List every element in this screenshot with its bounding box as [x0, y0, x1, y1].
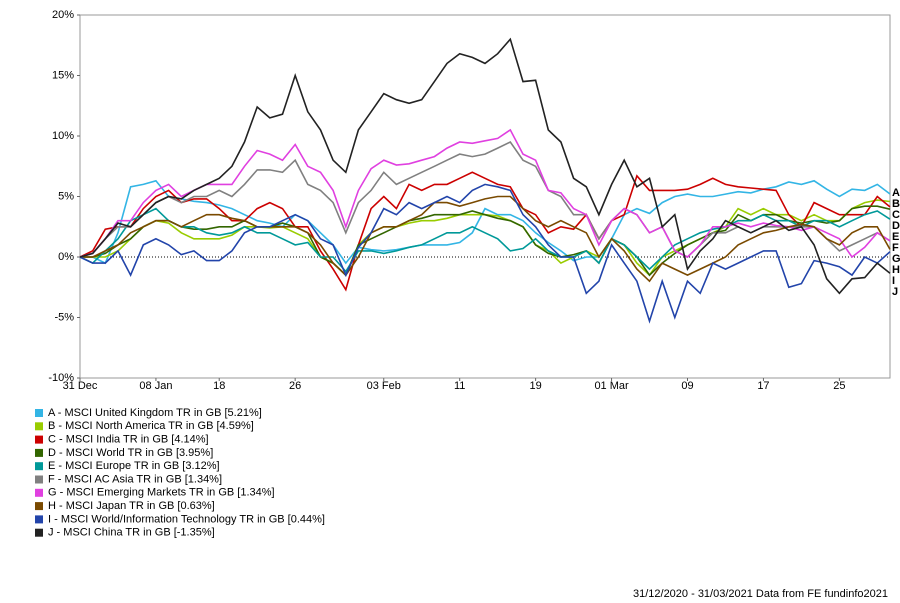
end-label: J [892, 286, 898, 298]
legend-label: H - MSCI Japan TR in GB [0.63%] [48, 500, 215, 512]
legend-swatch [35, 409, 43, 417]
series-line [79, 171, 891, 292]
legend-label: G - MSCI Emerging Markets TR in GB [1.34… [48, 487, 275, 499]
legend-swatch [35, 448, 43, 457]
footer: 31/12/2020 - 31/03/2021 Data from FE fun… [633, 588, 888, 600]
end-label: E [892, 231, 899, 243]
legend-swatch [35, 488, 43, 497]
series-line [79, 37, 891, 295]
x-tick-label: 17 [757, 380, 769, 392]
end-label: I [892, 275, 895, 287]
legend-swatch [35, 422, 43, 431]
legend-swatch [35, 475, 43, 484]
legend-label: A - MSCI United Kingdom TR in GB [5.21%] [48, 407, 262, 419]
series-line [79, 207, 891, 273]
y-tick-label: -10% [48, 372, 74, 384]
end-label: B [892, 198, 900, 210]
legend-swatch [35, 515, 43, 524]
series-line [80, 199, 891, 277]
legend-label: F - MSCI AC Asia TR in GB [1.34%] [48, 473, 222, 485]
x-tick-label: 03 Feb [367, 380, 401, 392]
legend-label: J - MSCI China TR in GB [-1.35%] [48, 527, 215, 539]
x-tick-label: 26 [289, 380, 301, 392]
series-line [79, 128, 891, 259]
end-label: H [892, 264, 900, 276]
end-label: G [892, 253, 900, 265]
legend-swatch [35, 502, 43, 511]
y-tick-label: 0% [58, 251, 74, 263]
x-tick-label: 09 [681, 380, 693, 392]
x-tick-label: 11 [454, 380, 465, 392]
legend-swatch [35, 528, 43, 537]
y-tick-label: 20% [52, 9, 74, 21]
series-line [80, 179, 891, 265]
x-tick-label: 19 [530, 380, 542, 392]
y-tick-label: 5% [58, 190, 74, 202]
x-tick-label: 01 Mar [594, 380, 629, 392]
end-label: A [892, 187, 900, 199]
y-tick-label: 10% [52, 130, 74, 142]
x-tick-label: 25 [833, 380, 845, 392]
legend-swatch [35, 435, 43, 444]
end-label: D [892, 220, 900, 232]
legend-swatch [35, 462, 43, 471]
end-label: C [892, 209, 900, 221]
x-tick-label: 18 [213, 380, 225, 392]
legend-label: I - MSCI World/Information Technology TR… [48, 513, 325, 525]
legend-label: E - MSCI Europe TR in GB [3.12%] [48, 460, 220, 472]
legend-label: D - MSCI World TR in GB [3.95%] [48, 447, 213, 459]
x-tick-label: 08 Jan [139, 380, 172, 392]
y-tick-label: -5% [54, 311, 74, 323]
legend-label: C - MSCI India TR in GB [4.14%] [48, 434, 209, 446]
series-line [80, 195, 891, 283]
end-label: F [892, 242, 899, 254]
series-line [79, 183, 891, 324]
y-tick-label: 15% [52, 69, 74, 81]
x-tick-label: 31 Dec [63, 380, 98, 392]
legend-label: B - MSCI North America TR in GB [4.59%] [48, 420, 254, 432]
